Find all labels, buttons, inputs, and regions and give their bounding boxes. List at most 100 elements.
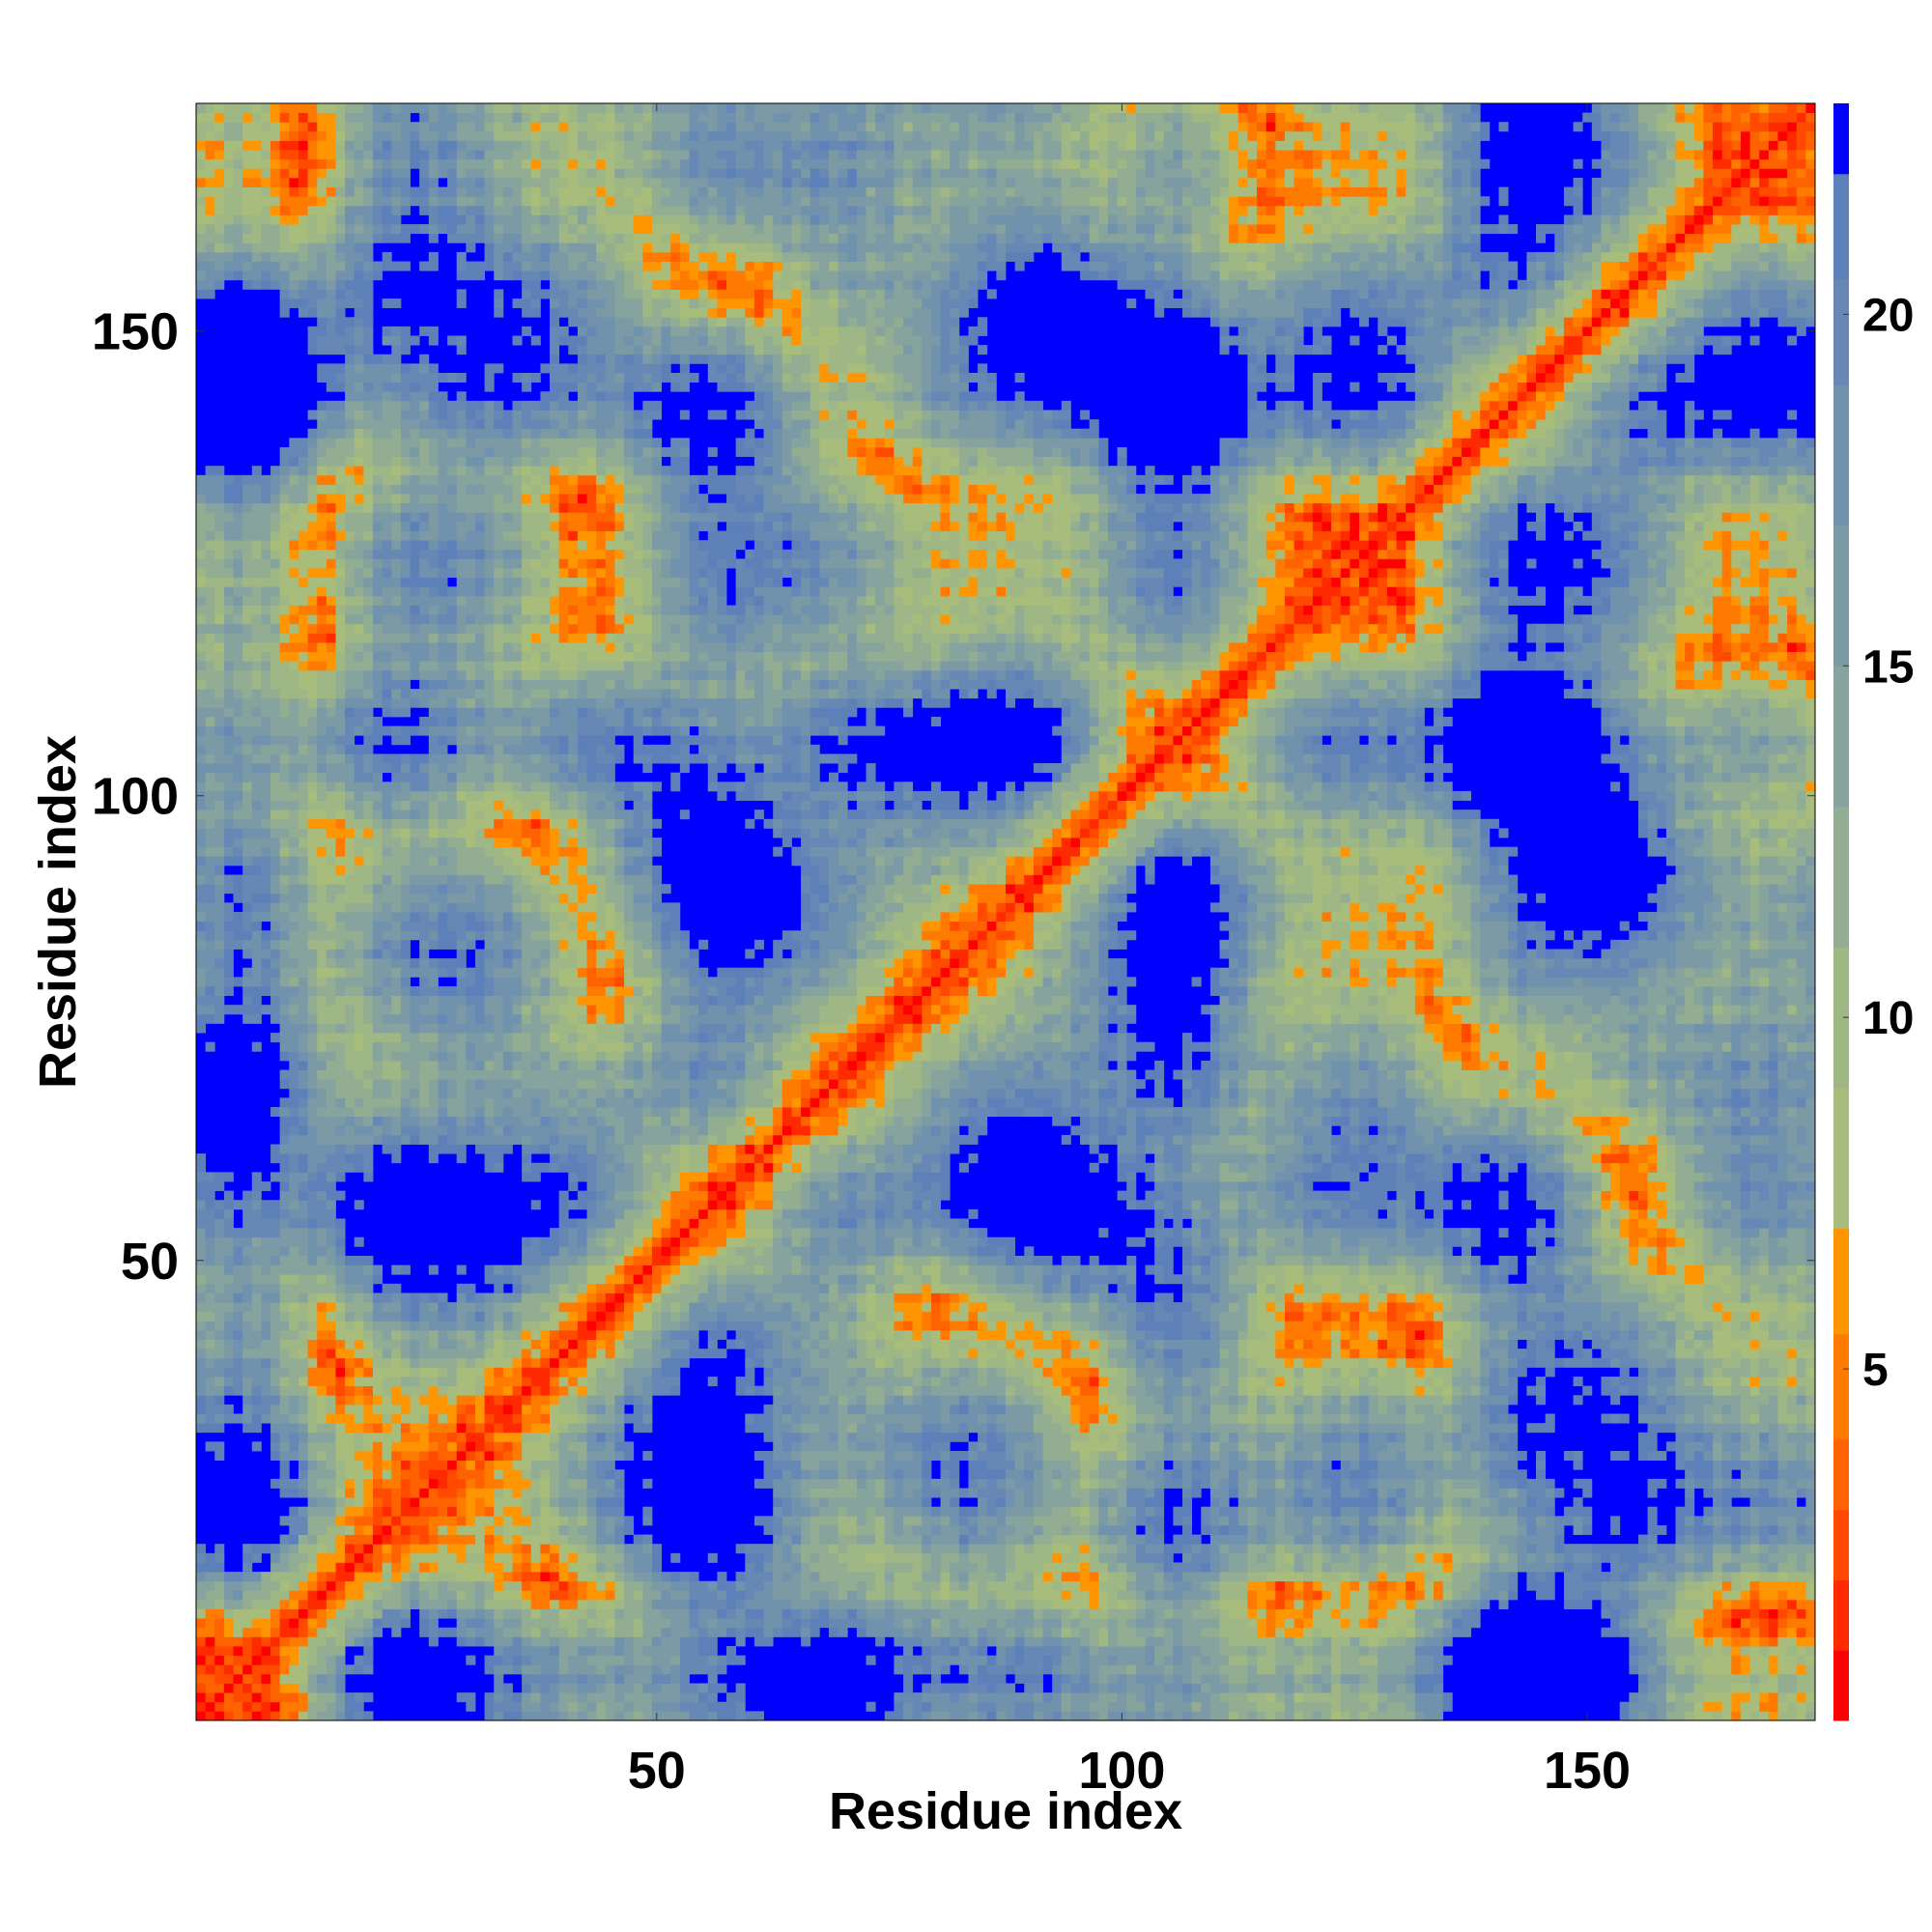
heatmap-cell <box>419 949 429 958</box>
heatmap-cell <box>214 234 224 243</box>
heatmap-cell <box>214 1293 224 1302</box>
heatmap-cell <box>438 717 447 726</box>
heatmap-cell <box>345 550 355 559</box>
heatmap-cell <box>289 1525 298 1535</box>
heatmap-cell <box>447 1367 457 1377</box>
heatmap-cell <box>466 1033 475 1042</box>
heatmap-cell <box>224 614 234 624</box>
heatmap-cell <box>447 1479 457 1489</box>
heatmap-cell <box>457 940 467 950</box>
heatmap-cell <box>327 1107 336 1117</box>
heatmap-cell <box>327 214 336 224</box>
heatmap-cell <box>270 819 280 829</box>
heatmap-cell <box>224 1349 234 1358</box>
heatmap-cell <box>214 1692 224 1702</box>
heatmap-cell <box>447 847 457 857</box>
heatmap-cell <box>466 698 475 708</box>
heatmap-cell <box>242 1628 252 1637</box>
heatmap-cell <box>457 1042 467 1052</box>
heatmap-cell <box>289 131 298 141</box>
heatmap-cell <box>411 1479 420 1489</box>
heatmap-cell <box>391 401 401 411</box>
heatmap-cell <box>280 866 290 875</box>
heatmap-cell <box>457 1302 467 1312</box>
heatmap-cell <box>355 1497 364 1507</box>
heatmap-cell <box>355 373 364 383</box>
heatmap-cell <box>327 1414 336 1424</box>
heatmap-cell <box>335 1125 345 1135</box>
heatmap-cell <box>234 912 243 922</box>
heatmap-cell <box>485 187 495 197</box>
heatmap-cell <box>391 1014 401 1024</box>
heatmap-cell <box>234 894 243 903</box>
heatmap-cell <box>327 958 336 968</box>
heatmap-cell <box>308 1535 318 1545</box>
heatmap-cell <box>391 391 401 401</box>
heatmap-cell <box>196 810 206 819</box>
heatmap-cell <box>214 1395 224 1405</box>
heatmap-cell <box>503 234 513 243</box>
heatmap-cell <box>503 1572 513 1581</box>
heatmap-cell <box>214 1414 224 1424</box>
heatmap-cell <box>270 103 280 113</box>
heatmap-cell <box>512 270 522 280</box>
heatmap-cell <box>206 1284 215 1293</box>
heatmap-cell <box>270 856 280 866</box>
heatmap-cell <box>447 1497 457 1507</box>
heatmap-cell <box>391 1079 401 1089</box>
heatmap-cell <box>419 355 429 364</box>
heatmap-cell <box>411 1507 420 1517</box>
heatmap-cell <box>252 1191 262 1201</box>
heatmap-cell <box>234 159 243 169</box>
heatmap-cell <box>457 410 467 419</box>
heatmap-cell <box>289 866 298 875</box>
heatmap-cell <box>485 996 495 1006</box>
heatmap-cell <box>391 1516 401 1525</box>
heatmap-cell <box>214 894 224 903</box>
heatmap-cell <box>457 1562 467 1572</box>
heatmap-cell <box>355 103 364 113</box>
heatmap-cell <box>373 475 383 485</box>
heatmap-cell <box>447 1079 457 1089</box>
heatmap-cell <box>196 753 206 763</box>
heatmap-cell <box>503 781 513 791</box>
heatmap-cell <box>373 586 383 596</box>
heatmap-cell <box>363 262 373 271</box>
heatmap-cell <box>383 1572 392 1581</box>
heatmap-cell <box>327 1395 336 1405</box>
heatmap-cell <box>214 103 224 113</box>
heatmap-cell <box>429 438 439 447</box>
heatmap-cell <box>401 457 411 467</box>
heatmap-cell <box>512 922 522 931</box>
heatmap-cell <box>383 586 392 596</box>
heatmap-cell <box>242 568 252 578</box>
heatmap-cell <box>447 856 457 866</box>
heatmap-cell <box>317 838 327 847</box>
heatmap-cell <box>373 1377 383 1386</box>
heatmap-cell <box>494 1423 503 1433</box>
heatmap-cell <box>335 689 345 698</box>
heatmap-cell <box>280 661 290 670</box>
heatmap-cell <box>401 661 411 670</box>
heatmap-cell <box>494 298 503 308</box>
heatmap-cell <box>261 1646 270 1656</box>
heatmap-cell <box>335 1395 345 1405</box>
heatmap-cell <box>383 214 392 224</box>
heatmap-cell <box>355 187 364 197</box>
heatmap-cell <box>363 1469 373 1479</box>
heatmap-cell <box>345 810 355 819</box>
heatmap-cell <box>261 540 270 550</box>
heatmap-cell <box>298 1516 308 1525</box>
heatmap-cell <box>391 633 401 642</box>
heatmap-cell <box>494 1163 503 1173</box>
heatmap-cell <box>411 383 420 392</box>
heatmap-cell <box>317 1572 327 1581</box>
heatmap-cell <box>391 1117 401 1126</box>
heatmap-cell <box>363 1256 373 1265</box>
heatmap-cell <box>373 633 383 642</box>
heatmap-cell <box>317 1535 327 1545</box>
heatmap-cell <box>252 1172 262 1181</box>
heatmap-cell <box>345 447 355 457</box>
heatmap-cell <box>224 875 234 885</box>
heatmap-cell <box>345 940 355 950</box>
